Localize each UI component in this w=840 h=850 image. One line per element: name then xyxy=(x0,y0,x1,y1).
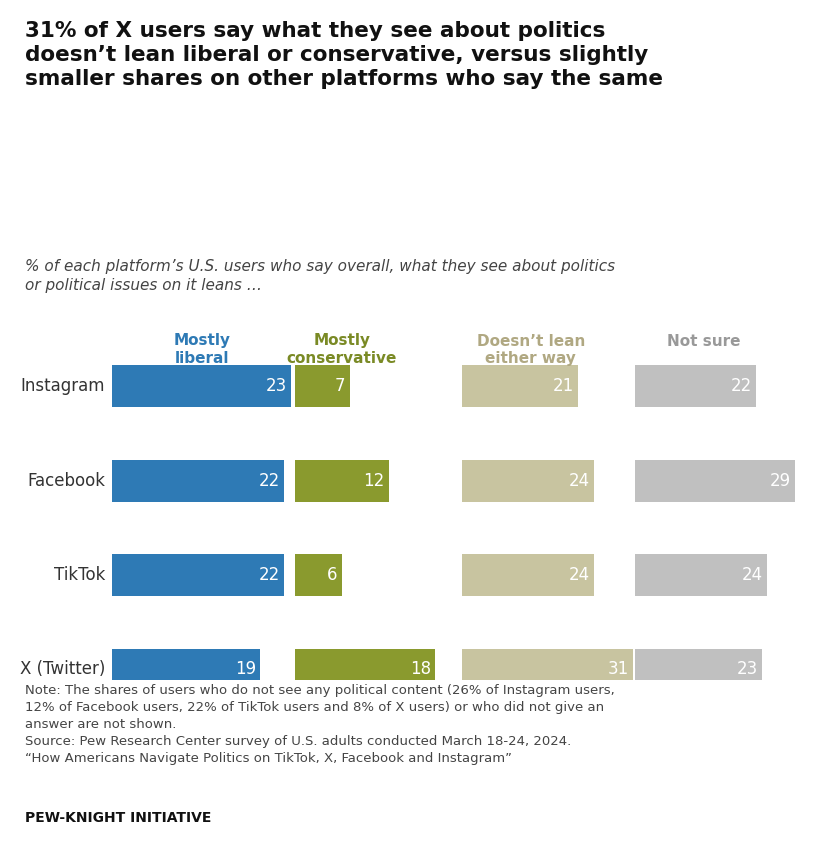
FancyBboxPatch shape xyxy=(112,554,284,596)
Text: 18: 18 xyxy=(410,660,432,678)
FancyBboxPatch shape xyxy=(635,554,767,596)
FancyBboxPatch shape xyxy=(112,649,260,690)
FancyBboxPatch shape xyxy=(462,365,578,407)
Text: Mostly
liberal: Mostly liberal xyxy=(173,333,230,366)
Text: 31: 31 xyxy=(607,660,628,678)
Text: Note: The shares of users who do not see any political content (26% of Instagram: Note: The shares of users who do not see… xyxy=(25,684,615,765)
Text: Facebook: Facebook xyxy=(27,472,105,490)
Text: 23: 23 xyxy=(266,377,287,395)
Text: PEW-KNIGHT INITIATIVE: PEW-KNIGHT INITIATIVE xyxy=(25,811,212,824)
Text: 24: 24 xyxy=(742,566,763,584)
FancyBboxPatch shape xyxy=(462,649,633,690)
Text: 21: 21 xyxy=(552,377,574,395)
Text: % of each platform’s U.S. users who say overall, what they see about politics
or: % of each platform’s U.S. users who say … xyxy=(25,259,616,293)
FancyBboxPatch shape xyxy=(462,554,594,596)
Text: Instagram: Instagram xyxy=(20,377,105,395)
Text: Not sure: Not sure xyxy=(667,333,741,348)
FancyBboxPatch shape xyxy=(295,460,389,501)
Text: Doesn’t lean
either way: Doesn’t lean either way xyxy=(476,333,585,366)
Text: 12: 12 xyxy=(364,472,385,490)
Text: Mostly
conservative: Mostly conservative xyxy=(286,333,397,366)
Text: X (Twitter): X (Twitter) xyxy=(19,660,105,678)
Text: 29: 29 xyxy=(769,472,790,490)
FancyBboxPatch shape xyxy=(635,365,756,407)
FancyBboxPatch shape xyxy=(295,554,342,596)
Text: 31% of X users say what they see about politics
doesn’t lean liberal or conserva: 31% of X users say what they see about p… xyxy=(25,21,664,89)
FancyBboxPatch shape xyxy=(635,649,762,690)
FancyBboxPatch shape xyxy=(295,649,435,690)
Text: 7: 7 xyxy=(335,377,345,395)
Text: 22: 22 xyxy=(259,472,280,490)
Text: 22: 22 xyxy=(259,566,280,584)
FancyBboxPatch shape xyxy=(112,365,291,407)
Text: 24: 24 xyxy=(569,566,590,584)
Text: 6: 6 xyxy=(328,566,338,584)
Text: 24: 24 xyxy=(569,472,590,490)
FancyBboxPatch shape xyxy=(112,460,284,501)
FancyBboxPatch shape xyxy=(295,365,349,407)
Text: 23: 23 xyxy=(736,660,758,678)
FancyBboxPatch shape xyxy=(635,460,795,501)
Text: TikTok: TikTok xyxy=(54,566,105,584)
Text: 22: 22 xyxy=(731,377,752,395)
Text: 19: 19 xyxy=(235,660,256,678)
FancyBboxPatch shape xyxy=(462,460,594,501)
